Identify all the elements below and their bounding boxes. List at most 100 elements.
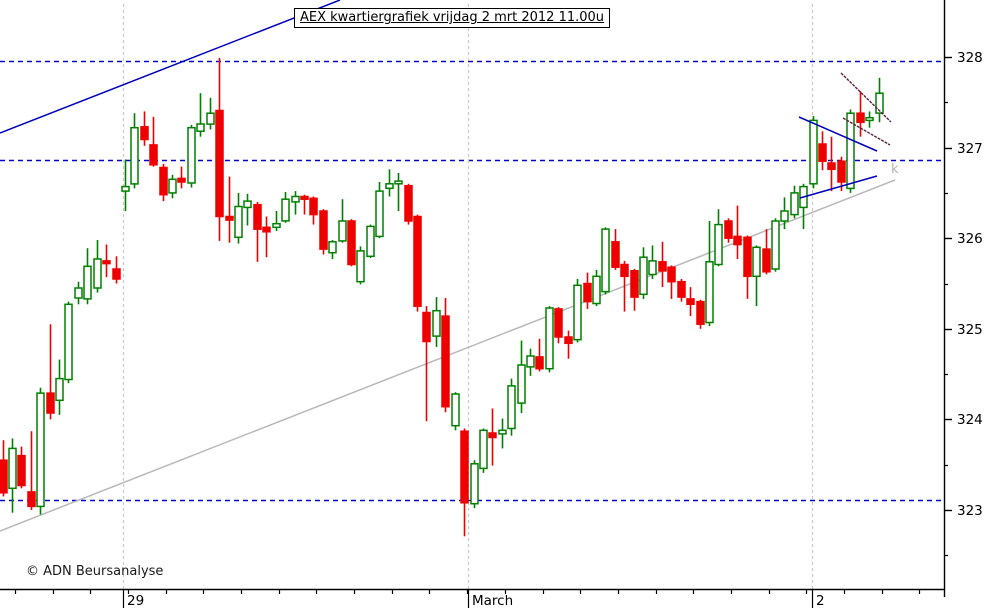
candle-body — [0, 459, 8, 494]
x-axis-day-label: 29 — [127, 593, 144, 609]
candle-body — [168, 178, 177, 194]
candle-body — [583, 282, 592, 303]
chart-title: AEX kwartiergrafiek vrijdag 2 mrt 2012 1… — [294, 8, 611, 28]
candle-body — [140, 126, 149, 141]
candle — [846, 109, 855, 193]
candle-body — [356, 250, 365, 283]
copyright-label: © ADN Beursanalyse — [26, 564, 164, 579]
candle-body — [648, 260, 657, 276]
candle-body — [262, 226, 271, 233]
candle-body — [451, 393, 460, 427]
candle — [809, 115, 818, 189]
pennant-lower-line — [799, 175, 878, 199]
candle — [187, 124, 196, 188]
candle-body — [875, 92, 884, 114]
candle — [93, 240, 102, 293]
candle — [488, 408, 497, 466]
candle-body — [413, 215, 422, 307]
candle — [319, 209, 328, 255]
candle — [827, 136, 836, 192]
candle — [404, 183, 413, 225]
candle-body — [498, 429, 507, 435]
candle — [441, 298, 450, 413]
candle-body — [46, 392, 55, 414]
candle-body — [705, 261, 714, 324]
candle — [658, 241, 667, 288]
candle-body — [121, 185, 130, 192]
candle — [743, 235, 752, 299]
candle — [583, 272, 592, 309]
candle — [686, 287, 695, 317]
candle-body — [272, 222, 281, 229]
candle-body — [291, 195, 300, 203]
wedge-upper-line — [840, 72, 892, 123]
candle-body — [130, 126, 139, 185]
candle — [451, 392, 460, 431]
candle-body — [470, 463, 479, 505]
candle-body — [733, 235, 742, 246]
candle-body — [856, 112, 865, 124]
candle-body — [394, 180, 403, 185]
y-axis-label: 325 — [957, 322, 983, 338]
y-axis-label: 323 — [957, 503, 983, 519]
candle-body — [338, 220, 347, 242]
candle-body — [790, 192, 799, 216]
candle-body — [102, 260, 111, 265]
wedge-lower-line — [842, 117, 891, 146]
candle — [696, 299, 705, 329]
candle-body — [677, 280, 686, 298]
candle — [262, 216, 271, 258]
candle-body — [696, 300, 705, 325]
candle — [780, 197, 789, 230]
candle — [196, 93, 205, 137]
candle-body — [611, 241, 620, 268]
candle — [460, 428, 469, 537]
x-axis-day-label: 2 — [816, 593, 825, 609]
candle — [771, 218, 780, 272]
candle — [112, 256, 121, 284]
candle — [875, 77, 884, 123]
candle — [338, 199, 347, 243]
candle-body — [743, 236, 752, 278]
candle-body — [159, 166, 168, 196]
y-axis-label: 328 — [957, 50, 983, 66]
candle — [705, 221, 714, 327]
candle — [714, 209, 723, 267]
candle — [366, 224, 375, 259]
candle-body — [818, 143, 827, 162]
candle-body — [441, 315, 450, 408]
candle-body — [762, 248, 771, 273]
candle — [517, 340, 526, 414]
candle-body — [404, 184, 413, 222]
candle-body — [771, 220, 780, 270]
candle-body — [686, 298, 695, 306]
candle-body — [300, 195, 309, 200]
candle — [64, 301, 73, 384]
candle — [27, 431, 36, 510]
candle-body — [27, 491, 36, 508]
candle — [799, 183, 808, 230]
candle-body — [206, 112, 215, 125]
candle-body — [328, 241, 337, 254]
candle — [272, 211, 281, 231]
candle — [479, 428, 488, 473]
candle — [564, 330, 573, 359]
candle — [865, 111, 874, 128]
candle — [0, 440, 8, 497]
candle — [225, 176, 234, 243]
candle — [8, 438, 17, 513]
y-axis-label: 326 — [957, 231, 983, 247]
candle-body — [601, 228, 610, 293]
candle — [159, 163, 168, 202]
candle — [168, 174, 177, 199]
candle-body — [319, 210, 328, 250]
candle-body — [64, 303, 73, 381]
candle — [121, 159, 130, 211]
candle-body — [535, 356, 544, 370]
candle — [422, 306, 431, 422]
candle — [470, 460, 479, 509]
y-axis-label: 324 — [957, 412, 983, 428]
candle-body — [309, 197, 318, 216]
candle — [620, 260, 629, 312]
candle — [375, 182, 384, 239]
